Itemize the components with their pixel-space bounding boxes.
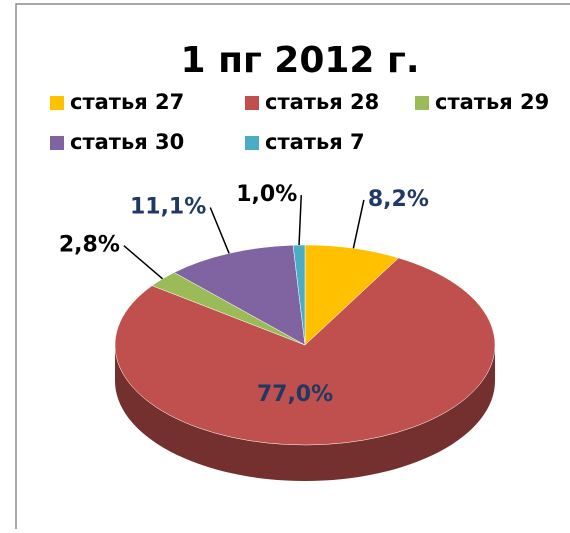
legend-swatch [245, 96, 259, 110]
legend-swatch [415, 96, 429, 110]
leader-line [352, 199, 365, 249]
pie-slice [304, 244, 400, 346]
data-label: 77,0% [257, 382, 333, 407]
data-label: 2,8% [59, 233, 120, 258]
data-label: 11,1% [130, 194, 206, 219]
data-label: 1,0% [236, 182, 297, 207]
pie-side [115, 345, 495, 481]
legend-label: статья 7 [265, 130, 365, 154]
pie-slice [292, 244, 306, 346]
data-label: 8,2% [368, 187, 429, 212]
leader-line [209, 207, 230, 254]
legend-swatch [245, 136, 259, 150]
chart-title: 1 пг 2012 г. [180, 40, 419, 81]
leader-line [298, 195, 302, 246]
legend-label: статья 29 [435, 90, 549, 114]
leader-line [123, 245, 164, 280]
pie-slice [114, 257, 496, 446]
legend-swatch [50, 96, 64, 110]
legend-label: статья 27 [70, 90, 184, 114]
legend-swatch [50, 136, 64, 150]
legend-label: статья 28 [265, 90, 379, 114]
legend-label: статья 30 [70, 130, 184, 154]
